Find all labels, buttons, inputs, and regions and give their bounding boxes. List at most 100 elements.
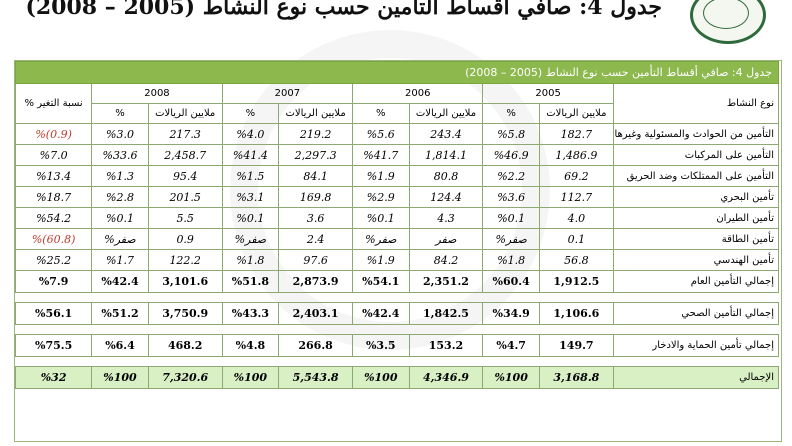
percent-cell: %0.1 <box>482 207 540 229</box>
value-cell: 7,320.6 <box>147 366 223 389</box>
percent-cell: %4.8 <box>221 334 280 357</box>
percent-cell: %4.7 <box>482 334 540 357</box>
table-row: التأمين من الحوادث والمسئولية وغيرها 182.… <box>14 123 780 145</box>
value-cell: 69.2 <box>538 165 614 187</box>
row-label: إجمالي التأمين الصحي <box>612 302 780 325</box>
value-cell: 149.7 <box>538 334 614 357</box>
value-cell: 217.3 <box>147 123 223 145</box>
value-cell: 4,346.9 <box>408 366 484 389</box>
percent-cell: %6.4 <box>91 334 149 357</box>
table-row: تأمين البحري 112.7 %3.6 124.4 %2.9 169.8 %3.1 2… <box>14 186 780 208</box>
header-row-years: نوع النشاط 2005 2006 2007 2008 نسبة التغ… <box>14 83 780 124</box>
table-row: تأمين الهندسي 56.8 %1.8 84.2 %1.9 97.6 %1.8 122… <box>14 249 780 271</box>
spacer-cell <box>15 324 779 335</box>
header-row-units: ملايين الريالات % ملايين الريالات % ملاي… <box>16 103 779 124</box>
value-cell: 5,543.8 <box>278 366 354 389</box>
percent-cell: صفر% <box>482 228 540 250</box>
change-cell: (60.8)% <box>14 228 93 250</box>
table-row: التأمين على الممتلكات وضد الحريق 69.2 %2.2… <box>14 165 780 187</box>
percent-cell: %1.7 <box>91 249 149 271</box>
pct-col-header: % <box>352 103 410 124</box>
percent-cell: %51.8 <box>221 270 280 293</box>
percent-cell: %60.4 <box>482 270 540 293</box>
spacer-row <box>15 324 779 335</box>
value-col-header: ملايين الريالات <box>147 103 223 124</box>
percent-cell: %3.5 <box>352 334 410 357</box>
subtotal-row: إجمالي التأمين العام 1,912.5 %60.4 2,351.2%… <box>14 270 780 293</box>
row-label: التأمين على المركبات <box>612 144 780 166</box>
table-caption: جدول 4: صافي أقساط التأمين حسب نوع النشا… <box>15 61 779 84</box>
value-col-header: ملايين الريالات <box>538 103 614 124</box>
spacer-row <box>15 292 779 303</box>
change-cell: %75.5 <box>14 334 93 357</box>
percent-cell: %100 <box>91 366 149 389</box>
percent-cell: %100 <box>352 366 410 389</box>
percent-cell: %2.8 <box>91 186 149 208</box>
spacer-cell <box>15 292 779 303</box>
value-cell: 80.8 <box>408 165 484 187</box>
percent-cell: %5.8 <box>482 123 540 145</box>
percent-cell: %5.6 <box>352 123 410 145</box>
value-cell: 153.2 <box>408 334 484 357</box>
value-cell: 2,351.2 <box>408 270 484 293</box>
change-cell: %7.9 <box>14 270 93 293</box>
table-caption-row: جدول 4: صافي أقساط التأمين حسب نوع النشا… <box>15 61 779 84</box>
value-cell: 243.4 <box>408 123 484 145</box>
change-cell: %13.4 <box>14 165 93 187</box>
value-cell: 84.2 <box>408 249 484 271</box>
pct-col-header: % <box>91 103 149 124</box>
value-cell: 1,814.1 <box>408 144 484 166</box>
value-cell: 56.8 <box>538 249 614 271</box>
value-cell: 4.0 <box>538 207 614 229</box>
row-label: تأمين البحري <box>612 186 780 208</box>
subtotal-row: إجمالي تأمين الحماية والادخار 149.7 %4.7 15… <box>14 334 780 357</box>
change-cell: %25.2 <box>14 249 93 271</box>
percent-cell: %0.1 <box>352 207 410 229</box>
value-cell: 201.5 <box>147 186 223 208</box>
value-cell: 112.7 <box>538 186 614 208</box>
subtotal-row: إجمالي التأمين الصحي 1,106.6 %34.9 1,842.5%… <box>14 302 780 325</box>
percent-cell: %46.9 <box>482 144 540 166</box>
value-cell: 3,101.6 <box>147 270 223 293</box>
change-cell: %56.1 <box>14 302 93 325</box>
year-header: 2005 <box>482 83 614 104</box>
value-cell: 468.2 <box>147 334 223 357</box>
percent-cell: %33.6 <box>91 144 149 166</box>
value-cell: 1,842.5 <box>408 302 484 325</box>
value-cell: 1,486.9 <box>538 144 614 166</box>
percent-cell: %0.1 <box>91 207 149 229</box>
table-frame <box>14 60 782 442</box>
table-row: التأمين على المركبات 1,486.9 %46.9 1,814.1%… <box>14 144 780 166</box>
value-cell: 182.7 <box>538 123 614 145</box>
row-label: تأمين الهندسي <box>612 249 780 271</box>
row-label: التأمين من الحوادث والمسئولية وغيرها <box>612 123 780 145</box>
change-cell: %32 <box>14 366 93 389</box>
premiums-table: جدول 4: صافي أقساط التأمين حسب نوع النشا… <box>14 61 780 389</box>
value-cell: صفر <box>408 228 484 250</box>
percent-cell: %0.1 <box>221 207 280 229</box>
change-cell: %54.2 <box>14 207 93 229</box>
activity-header: نوع النشاط <box>612 83 780 124</box>
change-header: نسبة التغير % <box>14 83 93 124</box>
value-cell: 3.6 <box>278 207 354 229</box>
value-cell: 2.4 <box>278 228 354 250</box>
value-cell: 3,168.8 <box>538 366 614 389</box>
table-row: تأمين الطاقة 0.1 صفر% صفر صفر% 2.4 صفر% 0.9 صفر%… <box>14 228 780 250</box>
percent-cell: %43.3 <box>221 302 280 325</box>
value-cell: 5.5 <box>147 207 223 229</box>
table-row: تأمين الطيران 4.0 %0.1 4.3 %0.1 3.6 %0.1 5.5 %0.… <box>14 207 780 229</box>
grand-total-row: الإجمالي 3,168.8 %100 4,346.9 %100 5,543.8 %10… <box>14 366 780 389</box>
percent-cell: %4.0 <box>221 123 280 145</box>
value-cell: 2,403.1 <box>278 302 354 325</box>
value-cell: 1,106.6 <box>538 302 614 325</box>
percent-cell: صفر% <box>91 228 149 250</box>
value-cell: 0.1 <box>538 228 614 250</box>
spacer-row <box>15 356 779 367</box>
row-label: التأمين على الممتلكات وضد الحريق <box>612 165 780 187</box>
year-header: 2007 <box>221 83 354 104</box>
change-cell: %18.7 <box>14 186 93 208</box>
percent-cell: %42.4 <box>91 270 149 293</box>
table-body: جدول 4: صافي أقساط التأمين حسب نوع النشا… <box>14 61 780 389</box>
value-cell: 2,458.7 <box>147 144 223 166</box>
row-label: تأمين الطاقة <box>612 228 780 250</box>
